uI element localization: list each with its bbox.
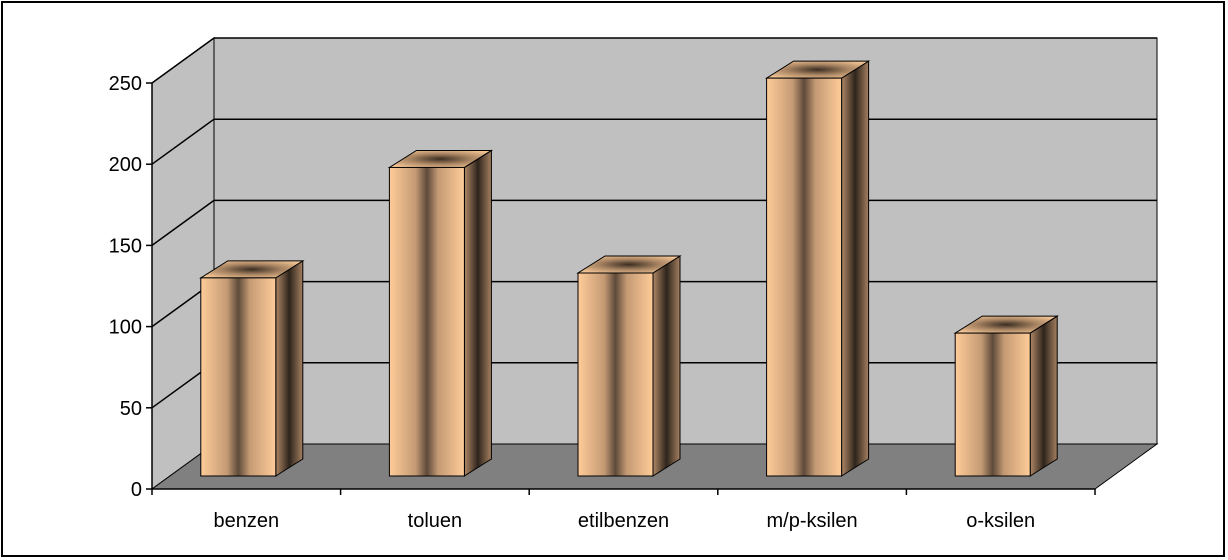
bar-m-p-ksilen <box>764 60 871 477</box>
x-category-label: toluen <box>408 510 463 532</box>
bar-benzen <box>199 259 305 477</box>
bar-front <box>388 166 465 477</box>
bar-side <box>275 259 304 477</box>
y-tick-label: 0 <box>131 479 142 501</box>
bar-o-ksilen <box>953 315 1059 477</box>
x-category-label: m/p-ksilen <box>767 510 858 532</box>
x-category-label: etilbenzen <box>578 510 669 532</box>
y-tick-label: 50 <box>120 398 142 420</box>
x-category-label: benzen <box>213 510 279 532</box>
bar-toluen <box>387 149 494 477</box>
bar-side <box>652 255 681 477</box>
bar-front <box>200 277 277 477</box>
bar-front <box>954 332 1031 477</box>
gridline <box>151 37 1157 84</box>
bar-side <box>463 149 492 477</box>
y-tick-label: 100 <box>109 317 142 339</box>
y-tick-label: 200 <box>109 154 142 176</box>
bar-etilbenzen <box>576 255 682 477</box>
bar-side <box>841 60 870 477</box>
y-tick-label: 250 <box>109 73 142 95</box>
y-tick-label: 150 <box>109 235 142 257</box>
x-category-label: o-ksilen <box>966 510 1035 532</box>
bar-side <box>1029 315 1058 477</box>
bar-front <box>766 77 843 477</box>
bar-front <box>577 272 654 477</box>
